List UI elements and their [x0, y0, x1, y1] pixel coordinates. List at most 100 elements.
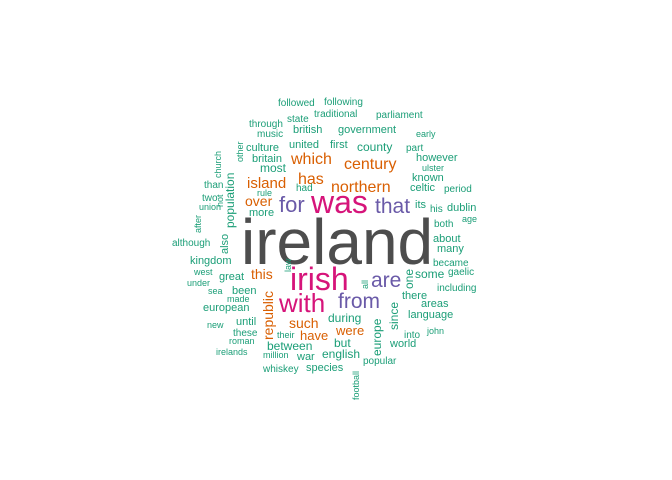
word-union: union: [199, 202, 221, 212]
word-britain: britain: [252, 153, 282, 165]
word-county: county: [357, 140, 392, 154]
word-had: had: [296, 183, 313, 194]
word-law: law: [283, 258, 293, 272]
word-one: one: [402, 269, 416, 289]
word-ulster: ulster: [422, 163, 444, 173]
word-their: their: [277, 330, 295, 340]
word-all: all: [360, 280, 370, 289]
word-there: there: [402, 290, 427, 302]
word-john: john: [426, 326, 444, 336]
word-early: early: [416, 129, 436, 139]
word-until: until: [236, 316, 256, 328]
word-government: government: [338, 124, 396, 136]
word-other: other: [235, 141, 245, 162]
word-many: many: [437, 243, 464, 255]
word-two: two: [202, 193, 218, 204]
word-parliament: parliament: [376, 110, 423, 121]
word-than: than: [204, 180, 223, 191]
word-sea: sea: [208, 286, 223, 296]
word-dublin: dublin: [447, 202, 476, 214]
word-between: between: [267, 339, 312, 353]
word-from: from: [338, 290, 380, 313]
word-made: made: [227, 294, 250, 304]
word-population: population: [223, 173, 237, 228]
word-not: not: [215, 194, 225, 207]
word-was: was: [310, 184, 368, 220]
word-have: have: [300, 328, 328, 343]
word-music: music: [257, 129, 283, 140]
word-english: english: [322, 347, 360, 361]
word-followed: followed: [278, 98, 315, 109]
word-roman: roman: [229, 336, 255, 346]
word-since: since: [387, 302, 401, 330]
word-island: island: [247, 175, 286, 192]
word-great: great: [219, 271, 244, 283]
word-during: during: [328, 311, 361, 325]
word-kingdom: kingdom: [190, 255, 232, 267]
word-has: has: [298, 171, 324, 188]
word-republic: republic: [260, 291, 276, 340]
word-culture: culture: [246, 142, 279, 154]
word-which: which: [290, 151, 332, 168]
word-irish: irish: [290, 261, 349, 297]
word-such: such: [289, 315, 319, 331]
word-irelands: irelands: [216, 347, 248, 357]
word-whiskey: whiskey: [262, 364, 299, 375]
word-united: united: [289, 139, 319, 151]
word-for: for: [279, 192, 305, 217]
word-including: including: [437, 283, 476, 294]
word-new: new: [207, 320, 224, 330]
word-popular: popular: [363, 356, 397, 367]
word-state: state: [287, 114, 309, 125]
word-rule: rule: [257, 188, 272, 198]
word-but: but: [334, 336, 351, 350]
word-european: european: [203, 302, 250, 314]
word-celtic: celtic: [410, 182, 436, 194]
word-are: are: [371, 269, 401, 292]
word-football: football: [351, 371, 361, 400]
word-gaelic: gaelic: [448, 267, 474, 278]
word-period: period: [444, 184, 472, 195]
word-century: century: [344, 156, 396, 173]
word-british: british: [293, 124, 322, 136]
word-his: his: [430, 204, 443, 215]
word-these: these: [233, 328, 258, 339]
word-after: after: [193, 215, 203, 233]
word-been: been: [232, 285, 256, 297]
word-although: although: [172, 238, 210, 249]
word-species: species: [306, 362, 344, 374]
word-war: war: [296, 351, 315, 363]
word-ireland: ireland: [241, 206, 433, 278]
word-areas: areas: [421, 298, 449, 310]
word-through: through: [249, 119, 283, 130]
word-west: west: [193, 267, 213, 277]
word-age: age: [462, 214, 477, 224]
word-under: under: [187, 278, 210, 288]
word-this: this: [251, 266, 273, 282]
word-part: part: [406, 143, 423, 154]
word-language: language: [408, 309, 453, 321]
word-with: with: [278, 288, 325, 318]
word-became: became: [433, 258, 469, 269]
word-also: also: [219, 234, 231, 254]
word-most: most: [260, 161, 287, 175]
word-church: church: [213, 151, 223, 178]
word-europe: europe: [370, 318, 384, 356]
word-over: over: [245, 193, 273, 209]
word-million: million: [263, 350, 289, 360]
word-world: world: [389, 338, 416, 350]
word-known: known: [412, 172, 444, 184]
word-more: more: [249, 207, 274, 219]
word-that: that: [375, 195, 410, 218]
word-both: both: [434, 219, 453, 230]
word-following: following: [324, 97, 363, 108]
word-however: however: [416, 152, 458, 164]
word-some: some: [415, 267, 445, 281]
word-northern: northern: [331, 179, 391, 196]
word-about: about: [433, 233, 461, 245]
word-traditional: traditional: [314, 109, 357, 120]
word-were: were: [335, 323, 364, 338]
word-its: its: [415, 199, 427, 211]
